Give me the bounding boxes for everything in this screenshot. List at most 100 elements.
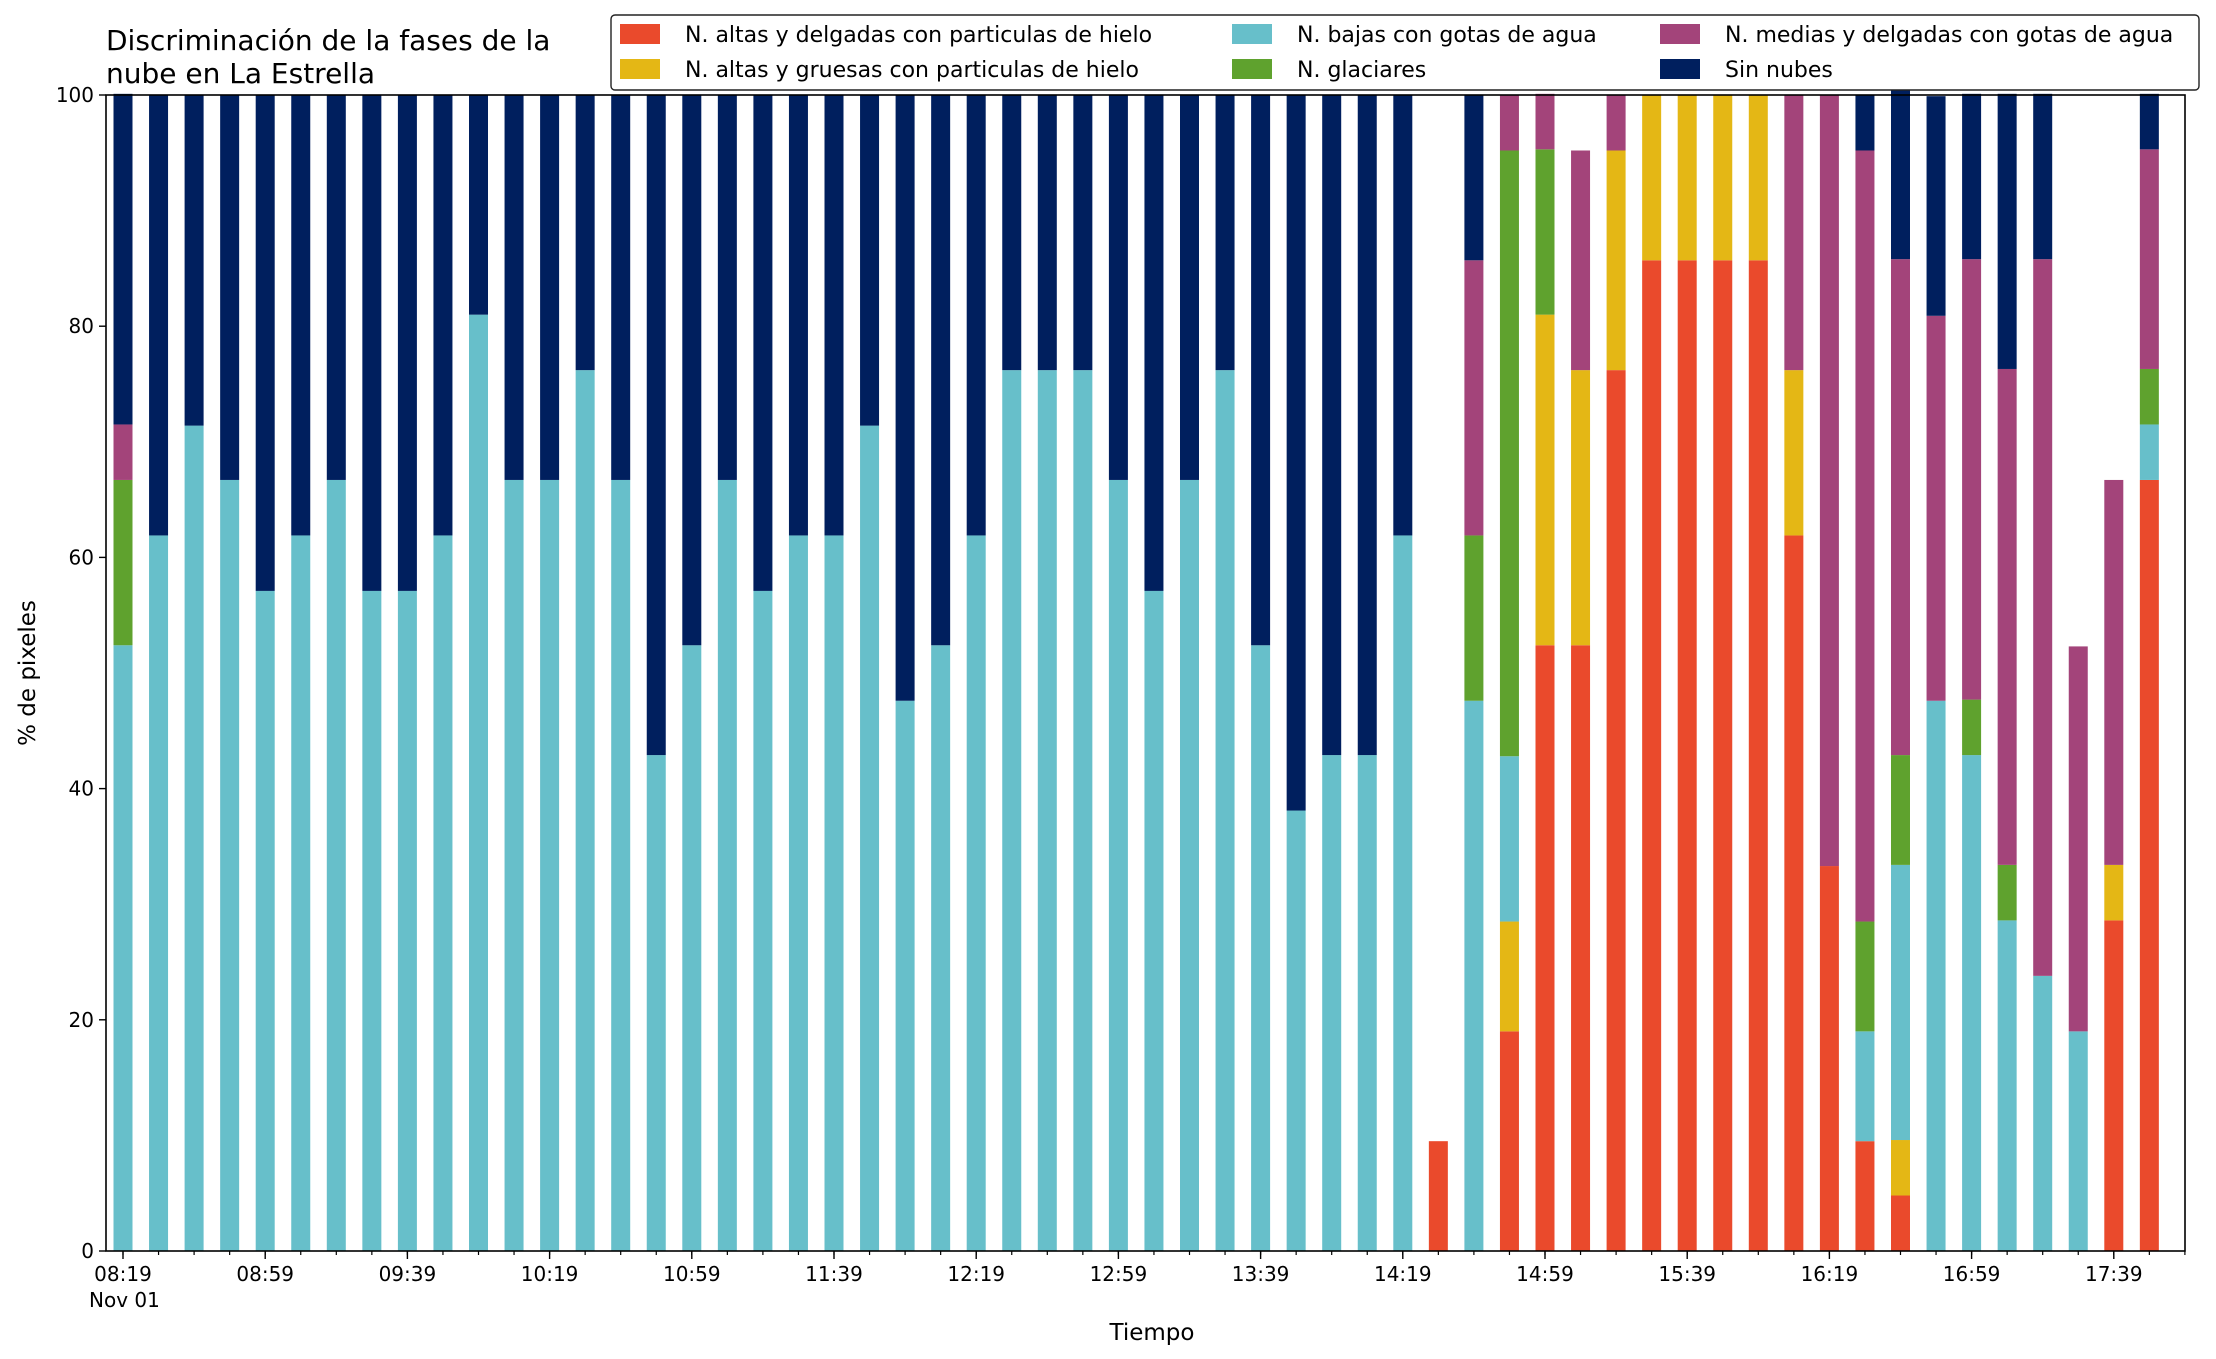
bar-segment-2-55: [2068, 1031, 2088, 1251]
bar-segment-0-37: [1428, 1141, 1448, 1251]
bar-segment-1-47: [1784, 370, 1804, 536]
bar-segment-0-40: [1535, 645, 1555, 1251]
bar-segment-5-7: [362, 95, 382, 591]
bar-segment-2-4: [255, 590, 275, 1251]
legend-swatch-5: [1660, 59, 1700, 79]
bar-segment-2-16: [682, 645, 702, 1251]
y-tick-label: 0: [81, 1239, 94, 1263]
bar-segment-3-53: [1997, 864, 2017, 921]
bar-segment-5-30: [1180, 95, 1199, 480]
bar-segment-5-49: [1855, 95, 1875, 151]
bar-segment-4-40: [1535, 93, 1555, 150]
legend-label-3: N. glaciares: [1297, 58, 1426, 83]
bar-segment-5-10: [469, 95, 488, 315]
bar-segment-5-25: [1002, 95, 1022, 371]
bar-segment-0-50: [1891, 1195, 1910, 1251]
bar-segment-2-18: [753, 590, 773, 1251]
bar-segment-2-6: [326, 479, 346, 1251]
bar-segment-2-34: [1322, 755, 1342, 1251]
bar-segment-5-53: [1997, 93, 2017, 369]
legend: N. altas y delgadas con particulas de hi…: [610, 14, 2200, 91]
bar-segment-0-48: [1819, 866, 1839, 1251]
bar-segment-2-25: [1002, 370, 1022, 1251]
x-tick-label: 14:59: [1516, 1262, 1574, 1286]
legend-swatch-2: [1232, 24, 1272, 44]
bar-segment-2-39: [1499, 756, 1519, 922]
bar-segment-2-11: [504, 479, 524, 1251]
bar-segment-5-36: [1393, 95, 1413, 536]
bar-segment-2-30: [1180, 479, 1199, 1251]
bar-segment-5-20: [824, 95, 844, 536]
bar-segment-5-26: [1037, 95, 1057, 371]
x-tick-label: 09:39: [379, 1262, 437, 1286]
bar-segment-2-14: [611, 479, 631, 1251]
bar-segment-2-17: [717, 479, 737, 1251]
bar-segment-2-53: [1997, 920, 2017, 1251]
bar-segment-2-49: [1855, 1031, 1875, 1142]
x-tick-label: 12:59: [1090, 1262, 1148, 1286]
bar-segment-4-41: [1571, 150, 1591, 371]
bar-segment-5-21: [860, 95, 880, 426]
bar-segment-0-45: [1713, 260, 1733, 1251]
bar-segment-3-0: [113, 479, 133, 646]
bar-segment-2-0: [113, 645, 133, 1251]
bar-segment-2-2: [184, 425, 204, 1251]
bar-segment-1-44: [1677, 95, 1697, 261]
bar-segment-0-43: [1642, 260, 1662, 1251]
bar-segment-5-17: [717, 95, 737, 480]
legend-label-1: N. altas y gruesas con particulas de hie…: [685, 58, 1139, 83]
y-tick-label: 20: [69, 1008, 94, 1032]
legend-swatch-4: [1660, 24, 1700, 44]
bar-segment-3-49: [1855, 921, 1875, 1032]
bar-segment-5-14: [611, 95, 631, 480]
bar-segment-4-57: [2139, 149, 2159, 369]
bar-segment-1-43: [1642, 95, 1662, 261]
bar-segment-2-24: [966, 535, 986, 1251]
bar-segment-0-49: [1855, 1141, 1875, 1251]
chart-title-line-2: nube en La Estrella: [106, 57, 375, 90]
bar-segment-2-29: [1144, 590, 1164, 1251]
bar-segment-2-12: [540, 479, 560, 1251]
bar-segment-0-56: [2104, 920, 2124, 1251]
legend-label-0: N. altas y delgadas con particulas de hi…: [685, 23, 1152, 48]
bar-segment-1-42: [1606, 150, 1626, 371]
x-tick-label: 16:59: [1943, 1262, 2001, 1286]
bar-segment-4-49: [1855, 150, 1875, 922]
legend-label-2: N. bajas con gotas de agua: [1297, 23, 1597, 48]
bar-segment-4-39: [1499, 95, 1519, 151]
y-tick-label: 80: [69, 314, 94, 338]
bar-segment-0-44: [1677, 260, 1697, 1251]
y-tick-label: 100: [56, 83, 94, 107]
x-tick-label: 10:19: [521, 1262, 579, 1286]
x-tick-sublabel: Nov 01: [89, 1288, 160, 1312]
bar-segment-3-39: [1499, 150, 1519, 757]
bar-segment-5-57: [2139, 93, 2159, 150]
bar-segment-2-35: [1357, 755, 1377, 1251]
x-tick-label: 14:19: [1374, 1262, 1432, 1286]
y-tick-label: 60: [69, 545, 94, 569]
legend-label-4: N. medias y delgadas con gotas de agua: [1725, 23, 2173, 48]
bar-segment-2-31: [1215, 370, 1235, 1251]
bar-segment-0-46: [1748, 260, 1768, 1251]
bar-segment-3-52: [1962, 699, 1982, 756]
bar-segment-4-54: [2033, 259, 2053, 976]
bar-segment-5-29: [1144, 95, 1164, 591]
bar-segment-3-50: [1891, 755, 1910, 865]
x-tick-label: 12:19: [947, 1262, 1005, 1286]
bar-segment-5-24: [966, 95, 986, 536]
bar-segment-4-50: [1891, 259, 1910, 756]
bar-segment-1-39: [1499, 921, 1519, 1032]
bar-segment-2-50: [1891, 864, 1910, 1141]
legend-label-5: Sin nubes: [1725, 58, 1833, 83]
legend-box: [610, 14, 2200, 91]
bar-segment-0-42: [1606, 370, 1626, 1251]
bar-segment-0-39: [1499, 1031, 1519, 1251]
x-tick-label: 08:59: [236, 1262, 294, 1286]
bar-segment-2-38: [1464, 700, 1484, 1251]
bar-segment-4-0: [113, 424, 133, 480]
bar-segment-0-47: [1784, 535, 1804, 1251]
bar-segment-5-18: [753, 95, 773, 591]
bar-segment-1-41: [1571, 370, 1591, 646]
legend-swatch-3: [1232, 59, 1272, 79]
